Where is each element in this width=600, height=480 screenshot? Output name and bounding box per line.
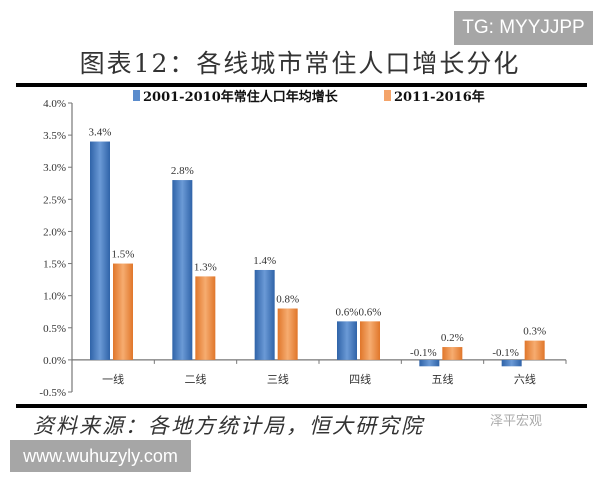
data-label: 0.3% (523, 326, 546, 338)
bar-1 (90, 141, 110, 360)
bar-1 (419, 359, 440, 367)
data-label: 0.2% (441, 332, 464, 344)
legend-swatch (384, 90, 391, 101)
data-label: 1.4% (253, 255, 276, 267)
logo-watermark: 泽平宏观 (490, 414, 543, 429)
data-label: 1.3% (194, 261, 217, 273)
bar-1 (337, 321, 357, 360)
data-label: 2.8% (171, 165, 194, 177)
y-tick-label: 2.0% (43, 226, 66, 238)
x-tick-label: 二线 (185, 372, 207, 386)
bar-2 (360, 321, 380, 360)
source-note: 资料来源：各地方统计局，恒大研究院 (33, 414, 424, 438)
y-tick-label: -0.5% (39, 387, 66, 399)
data-label: 0.6% (336, 306, 359, 318)
legend-item-series-2: 2011-2016年 (384, 86, 485, 105)
bar-1 (501, 359, 522, 367)
x-tick-label: 六线 (514, 372, 536, 386)
bar-2 (113, 263, 133, 360)
bar-1 (254, 269, 275, 360)
legend-swatch (133, 90, 140, 101)
top-divider (16, 83, 587, 87)
y-tick-label: 2.5% (43, 194, 66, 206)
y-tick-label: 1.5% (43, 259, 66, 271)
data-label: 1.5% (112, 249, 135, 261)
x-tick-label: 五线 (432, 372, 454, 386)
x-tick-label: 四线 (349, 372, 371, 386)
y-tick-label: 1.0% (43, 291, 66, 303)
y-tick-label: 0.5% (43, 323, 66, 335)
bar-2 (442, 347, 463, 360)
legend-label: 2001-2010年常住人口年均增长 (143, 90, 338, 105)
bar-1 (172, 180, 193, 360)
data-label: 0.6% (359, 306, 382, 318)
watermark-top: TG: MYYJJPP (454, 11, 593, 45)
watermark-bottom: www.wuhuzyly.com (10, 440, 191, 472)
data-label: -0.1% (492, 347, 519, 359)
bar-2 (277, 308, 298, 360)
x-tick-label: 三线 (267, 372, 289, 386)
x-tick-label: 一线 (102, 372, 124, 386)
y-tick-label: 3.5% (43, 130, 66, 142)
data-label: -0.1% (410, 347, 437, 359)
chart-title: 图表12：各线城市常住人口增长分化 (79, 49, 521, 78)
y-tick-label: 0.0% (43, 355, 66, 367)
data-label: 3.4% (89, 127, 112, 139)
legend-item-series-1: 2001-2010年常住人口年均增长 (133, 86, 338, 105)
y-tick-label: 3.0% (43, 162, 66, 174)
bar-2 (524, 340, 545, 360)
data-label: 0.8% (276, 294, 299, 306)
legend-label: 2011-2016年 (394, 90, 485, 105)
bottom-divider (16, 404, 587, 408)
y-tick-label: 4.0% (43, 98, 66, 110)
bar-2 (195, 276, 216, 360)
